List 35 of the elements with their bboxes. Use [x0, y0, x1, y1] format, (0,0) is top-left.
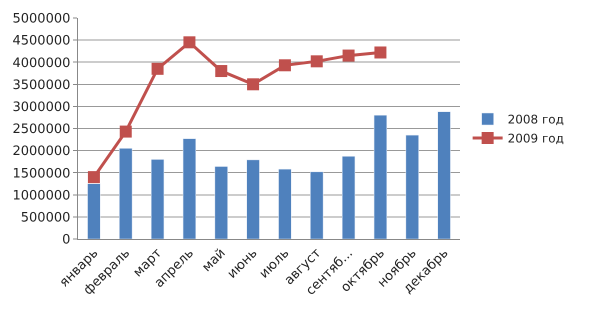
y-tick-label: 1500000: [12, 166, 70, 182]
y-tick-label: 0: [62, 232, 70, 248]
point: [152, 62, 164, 75]
bar: [87, 184, 101, 239]
bar: [342, 156, 356, 239]
legend-label: 2008 год: [508, 112, 564, 127]
point: [374, 46, 386, 58]
point: [88, 171, 100, 184]
y-tick-label: 500000: [20, 210, 70, 226]
y-tick-label: 4500000: [12, 34, 70, 49]
point: [247, 78, 260, 90]
y-tick-label: 3500000: [12, 78, 70, 93]
bar: [214, 166, 228, 239]
bar: [278, 168, 292, 239]
bar: [374, 114, 388, 239]
bar: [150, 159, 164, 239]
y-tick-label: 4000000: [12, 56, 70, 71]
y-tick-label: 2500000: [12, 122, 70, 138]
point: [310, 55, 323, 68]
bar: [246, 160, 260, 239]
bar: [437, 111, 451, 239]
bar: [310, 172, 324, 239]
legend-label: 2009 год: [508, 132, 564, 146]
point: [120, 126, 132, 138]
point: [278, 59, 291, 72]
point: [183, 36, 196, 48]
y-tick-label: 3000000: [12, 100, 70, 115]
bar: [119, 148, 132, 239]
point: [215, 65, 228, 78]
y-tick-label: 5000000: [12, 12, 70, 27]
point: [342, 50, 355, 62]
y-tick-label: 1000000: [12, 188, 70, 204]
bar: [182, 138, 196, 239]
y-tick-label: 2000000: [12, 144, 70, 160]
bar: [406, 134, 419, 239]
